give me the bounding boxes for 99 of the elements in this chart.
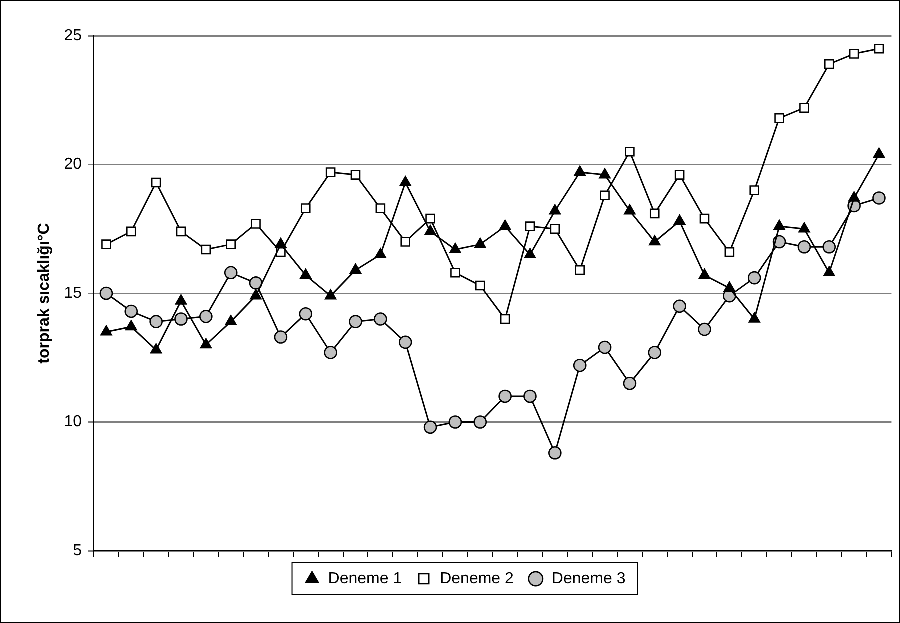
point (798, 222, 810, 233)
point (275, 238, 287, 248)
point (300, 204, 311, 214)
point (474, 416, 488, 429)
point (873, 148, 886, 158)
point (175, 294, 188, 305)
point (100, 325, 112, 336)
point (274, 330, 288, 344)
point (448, 416, 462, 429)
point (848, 192, 860, 202)
point (550, 224, 560, 234)
point (698, 322, 712, 336)
point (200, 338, 212, 349)
legend-label: Deneme 3 (552, 570, 626, 588)
point (100, 286, 114, 300)
y-tick-label: 20 (64, 156, 82, 174)
y-tick-label: 10 (64, 414, 82, 431)
point (598, 340, 612, 354)
point (424, 420, 438, 434)
point (126, 226, 136, 237)
point (649, 235, 661, 246)
point (124, 304, 138, 318)
point (374, 248, 387, 259)
point (524, 390, 537, 404)
point (872, 192, 886, 205)
point (575, 265, 585, 276)
point (424, 225, 436, 236)
point (226, 240, 236, 250)
point (224, 266, 238, 280)
point (500, 314, 510, 324)
point (548, 446, 562, 460)
point (874, 44, 884, 54)
point (350, 170, 361, 180)
point (798, 240, 812, 254)
point (724, 247, 735, 258)
point (174, 312, 188, 326)
y-tick-label: 15 (64, 284, 82, 302)
point (800, 103, 810, 113)
legend-label: Deneme 1 (328, 570, 402, 588)
point (475, 280, 486, 291)
point (400, 176, 412, 186)
legend-label: Deneme 2 (440, 570, 514, 588)
point (774, 114, 784, 124)
point (324, 289, 337, 300)
point (573, 358, 587, 372)
point (349, 315, 362, 328)
y-tick-label: 25 (64, 27, 82, 44)
point (648, 346, 662, 360)
point (426, 214, 436, 224)
y-tick-label: 5 (73, 542, 82, 560)
point (849, 49, 860, 59)
point (324, 346, 338, 360)
y-axis-title: torprak sıcaklığı°C (36, 222, 54, 364)
point (674, 170, 685, 180)
point (624, 204, 636, 215)
point (525, 222, 536, 232)
point (524, 248, 536, 259)
point (398, 336, 412, 350)
point (151, 178, 162, 188)
point (574, 166, 586, 176)
point (251, 219, 261, 229)
point (674, 214, 686, 226)
point (498, 390, 512, 404)
point (700, 214, 710, 224)
point (400, 237, 410, 247)
point (225, 315, 237, 326)
point (748, 271, 762, 285)
point (176, 226, 186, 237)
point (650, 208, 660, 219)
point (499, 220, 512, 230)
point (625, 146, 635, 157)
point (299, 307, 313, 321)
point (150, 344, 162, 354)
point (724, 282, 736, 292)
point (102, 240, 112, 250)
point (150, 315, 163, 328)
point (600, 190, 610, 201)
point (673, 300, 686, 314)
point (774, 220, 786, 230)
point (474, 238, 486, 248)
point (698, 268, 711, 280)
point (623, 376, 637, 390)
point (326, 168, 336, 178)
point (201, 244, 212, 255)
point (450, 268, 460, 278)
point (599, 168, 611, 179)
point (250, 289, 262, 300)
point (374, 312, 388, 326)
point (822, 240, 836, 254)
point (824, 59, 834, 70)
point (549, 204, 562, 215)
point (750, 186, 760, 196)
point (300, 268, 312, 280)
point (450, 243, 462, 254)
point (126, 320, 138, 331)
point (376, 204, 386, 214)
point (748, 312, 760, 323)
point (249, 276, 263, 290)
point (824, 266, 836, 277)
